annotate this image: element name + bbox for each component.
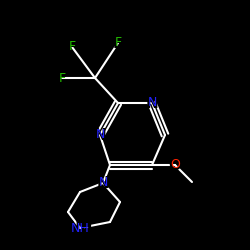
Text: F: F bbox=[114, 36, 121, 50]
Text: O: O bbox=[170, 158, 180, 172]
Text: O: O bbox=[168, 158, 181, 172]
Text: N: N bbox=[146, 96, 158, 110]
Text: NH: NH bbox=[71, 222, 90, 234]
Text: N: N bbox=[94, 128, 106, 142]
Text: F: F bbox=[57, 70, 67, 86]
Text: F: F bbox=[58, 72, 66, 85]
Text: F: F bbox=[68, 40, 75, 54]
Text: F: F bbox=[113, 36, 123, 51]
Text: N: N bbox=[96, 176, 110, 190]
Text: N: N bbox=[95, 128, 105, 141]
Text: F: F bbox=[67, 40, 77, 54]
Text: N: N bbox=[98, 176, 108, 190]
Text: N: N bbox=[147, 96, 157, 110]
Text: NH: NH bbox=[67, 220, 93, 236]
